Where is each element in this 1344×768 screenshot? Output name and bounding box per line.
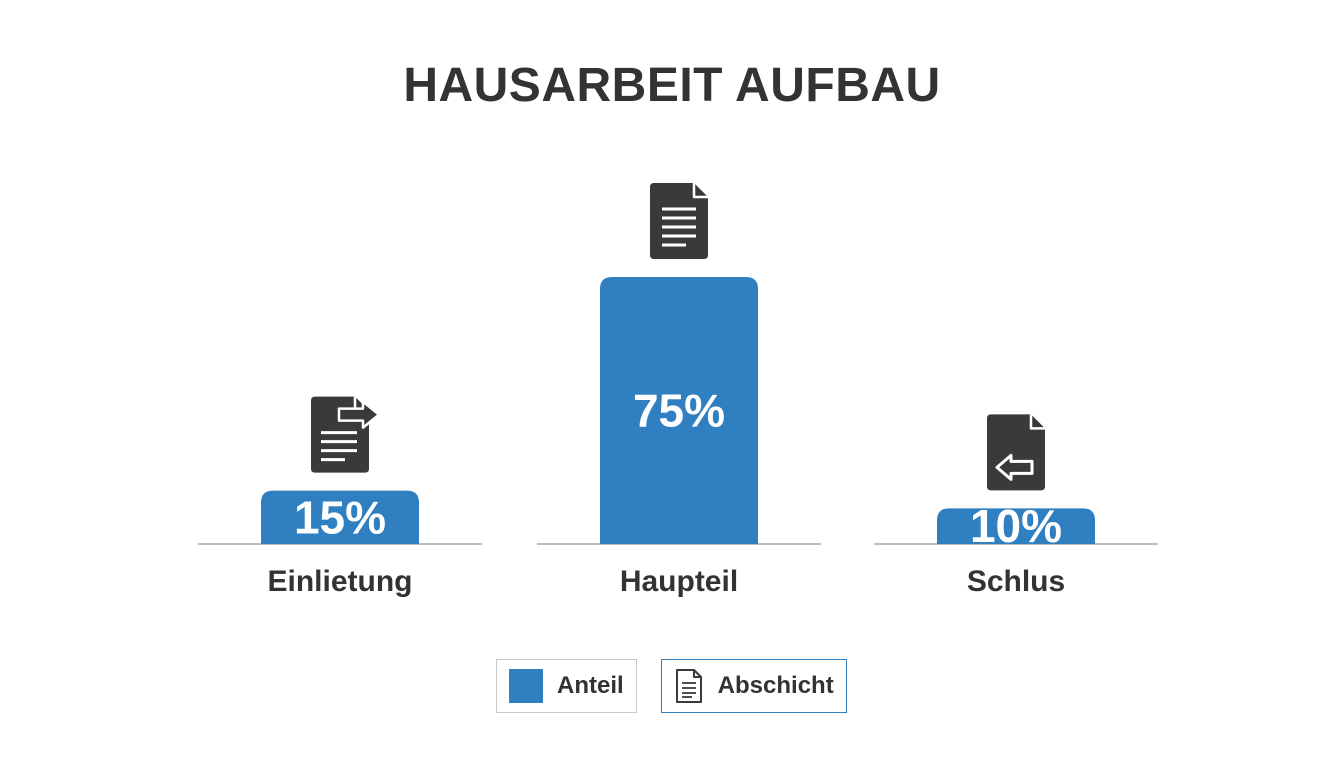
bar-einlietung [261,490,419,544]
legend-label-abschicht: Abschicht [717,672,834,699]
document-export-icon [311,396,381,473]
legend-item-anteil[interactable]: Anteil [496,659,637,713]
legend-item-abschicht[interactable]: Abschicht [660,659,847,713]
legend: Anteil Abschicht [496,659,847,715]
category-label-2: Haupteil [620,565,738,598]
legend-label-anteil: Anteil [557,672,624,699]
value-label-3: 10% [970,500,1062,552]
value-label-2: 75% [633,385,725,437]
legend-swatch [509,669,543,703]
category-label-1: Einlietung [268,565,413,598]
chart-title: HAUSARBEIT AUFBAU [403,59,941,112]
document-icon [675,669,702,703]
document-import-icon [987,414,1045,491]
bar-schlus [937,508,1095,544]
bar-haupteil [600,277,758,544]
value-label-1: 15% [294,491,386,543]
document-text-icon [650,183,708,259]
category-label-3: Schlus [967,565,1065,598]
